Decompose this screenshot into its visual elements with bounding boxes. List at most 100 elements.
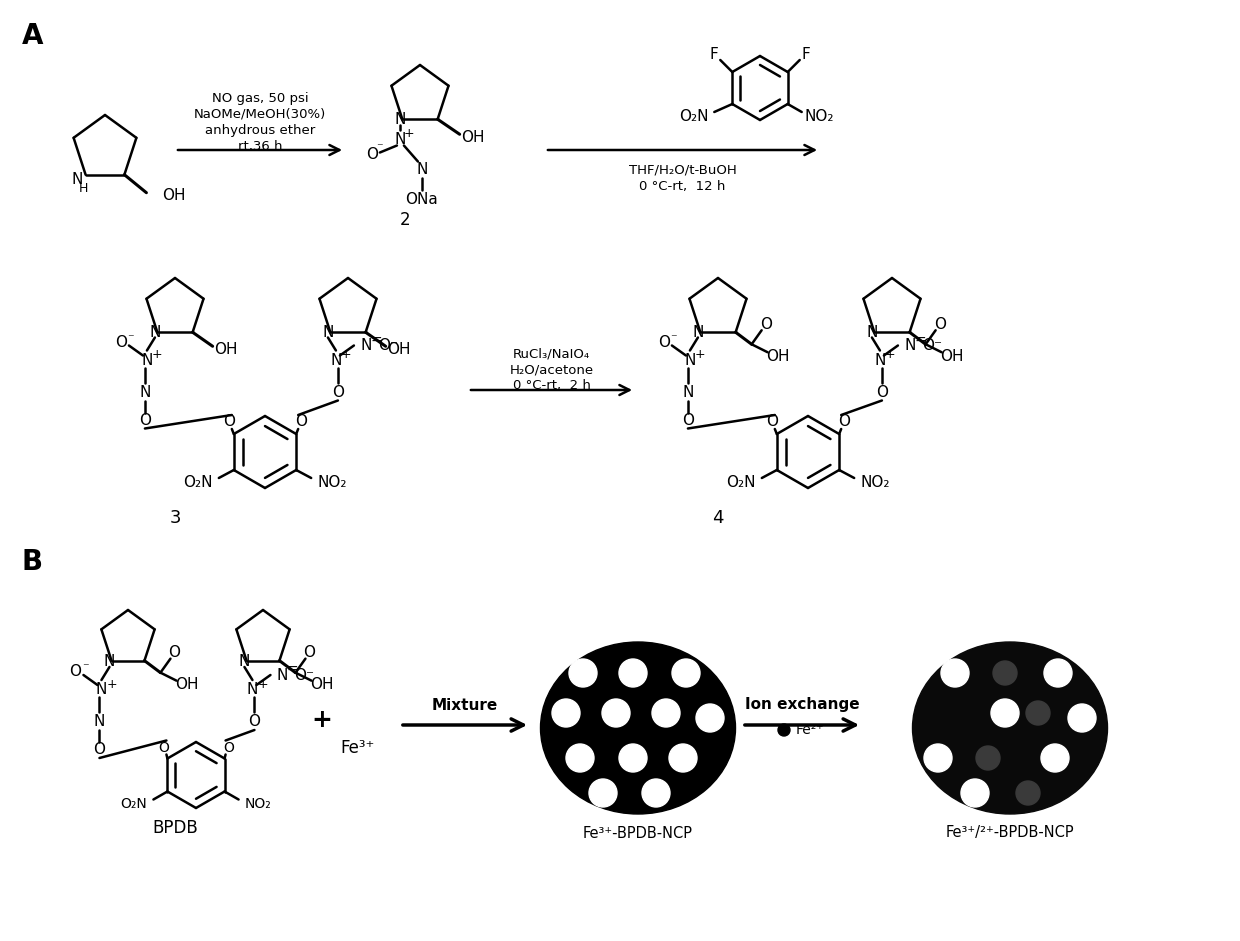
Text: Ion exchange: Ion exchange [745, 697, 859, 712]
Text: rt,36 h: rt,36 h [238, 139, 283, 152]
Circle shape [652, 699, 680, 727]
Text: O: O [304, 646, 315, 661]
Circle shape [993, 661, 1017, 685]
Text: 0 °C-rt,  12 h: 0 °C-rt, 12 h [640, 180, 725, 193]
Text: O₂N: O₂N [680, 108, 709, 123]
Text: O: O [366, 147, 378, 162]
Text: OH: OH [940, 349, 963, 364]
Text: N: N [277, 667, 288, 682]
Text: N: N [417, 162, 428, 177]
Text: O₂N: O₂N [120, 796, 146, 810]
Text: OH: OH [461, 130, 485, 145]
Text: OH: OH [766, 349, 790, 364]
Circle shape [569, 659, 596, 687]
Text: N: N [692, 325, 703, 340]
Text: ⁻: ⁻ [128, 332, 134, 345]
Text: BPDB: BPDB [153, 819, 198, 837]
Text: N: N [867, 325, 878, 340]
Text: F: F [801, 46, 810, 61]
Text: O: O [223, 741, 234, 755]
Text: O₂N: O₂N [727, 474, 755, 489]
Text: +: + [257, 678, 268, 691]
Text: O: O [760, 317, 771, 332]
Text: 2: 2 [399, 211, 410, 229]
Text: H: H [79, 183, 88, 195]
Text: H₂O/acetone: H₂O/acetone [510, 363, 594, 376]
Text: O: O [223, 414, 234, 429]
Text: +: + [311, 708, 332, 732]
Text: O: O [248, 714, 260, 729]
Text: N: N [361, 338, 372, 353]
Text: A: A [22, 22, 43, 50]
Circle shape [976, 746, 999, 770]
Text: THF/H₂O/t-BuOH: THF/H₂O/t-BuOH [629, 164, 737, 177]
Circle shape [642, 779, 670, 807]
Text: +: + [107, 678, 117, 691]
Text: =: = [914, 333, 926, 347]
Text: Mixture: Mixture [432, 697, 498, 712]
Text: O: O [93, 742, 105, 758]
Circle shape [1025, 701, 1050, 725]
Text: Fe³⁺: Fe³⁺ [341, 739, 376, 757]
Text: 4: 4 [712, 509, 724, 527]
Text: NO₂: NO₂ [861, 474, 890, 489]
Text: F: F [711, 46, 719, 61]
Text: anhydrous ether: anhydrous ether [205, 123, 315, 136]
Circle shape [961, 779, 990, 807]
Text: N: N [72, 172, 83, 187]
Text: O: O [838, 414, 851, 429]
Text: OH: OH [162, 188, 186, 203]
Text: O: O [157, 741, 169, 755]
Text: N: N [95, 682, 107, 697]
Text: =: = [286, 663, 299, 677]
Text: N: N [904, 338, 915, 353]
Text: Fe³⁺/²⁺-BPDB-NCP: Fe³⁺/²⁺-BPDB-NCP [946, 825, 1074, 840]
Text: Fe³⁺-BPDB-NCP: Fe³⁺-BPDB-NCP [583, 825, 693, 840]
Text: N: N [139, 385, 150, 400]
Text: B: B [22, 548, 43, 576]
Circle shape [777, 724, 790, 736]
Text: N: N [394, 112, 405, 127]
Text: ONa: ONa [405, 192, 438, 207]
Text: OH: OH [213, 342, 237, 357]
Text: O: O [766, 414, 777, 429]
Text: N: N [94, 714, 105, 729]
Circle shape [696, 704, 724, 732]
Circle shape [601, 699, 630, 727]
Text: NO₂: NO₂ [317, 474, 347, 489]
Text: O: O [69, 664, 82, 679]
Text: +: + [341, 348, 351, 361]
Text: NaOMe/MeOH(30%): NaOMe/MeOH(30%) [193, 107, 326, 120]
Circle shape [991, 699, 1019, 727]
Text: O₂N: O₂N [184, 474, 212, 489]
Circle shape [672, 659, 701, 687]
Text: OH: OH [310, 678, 334, 693]
Text: NO₂: NO₂ [805, 108, 835, 123]
Text: =: = [370, 333, 382, 347]
Text: ⁻: ⁻ [671, 332, 677, 345]
Text: N: N [322, 325, 334, 340]
Circle shape [1016, 781, 1040, 805]
Ellipse shape [541, 642, 735, 814]
Text: ⁻: ⁻ [377, 141, 383, 154]
Circle shape [552, 699, 580, 727]
Circle shape [1044, 659, 1073, 687]
Text: NO gas, 50 psi: NO gas, 50 psi [212, 91, 309, 104]
Circle shape [670, 744, 697, 772]
Text: O: O [875, 385, 888, 400]
Circle shape [619, 744, 647, 772]
Text: N: N [104, 655, 115, 669]
Text: O: O [169, 646, 181, 661]
Text: N: N [684, 353, 696, 368]
Circle shape [589, 779, 618, 807]
Text: O: O [934, 317, 946, 332]
Text: O: O [682, 413, 694, 428]
Text: Fe²⁺: Fe²⁺ [796, 723, 825, 737]
Text: NO₂: NO₂ [244, 796, 272, 810]
Text: N: N [247, 682, 258, 697]
Text: 3: 3 [169, 509, 181, 527]
Text: RuCl₃/NaIO₄: RuCl₃/NaIO₄ [513, 347, 590, 360]
Text: +: + [694, 348, 706, 361]
Text: N: N [874, 353, 885, 368]
Circle shape [565, 744, 594, 772]
